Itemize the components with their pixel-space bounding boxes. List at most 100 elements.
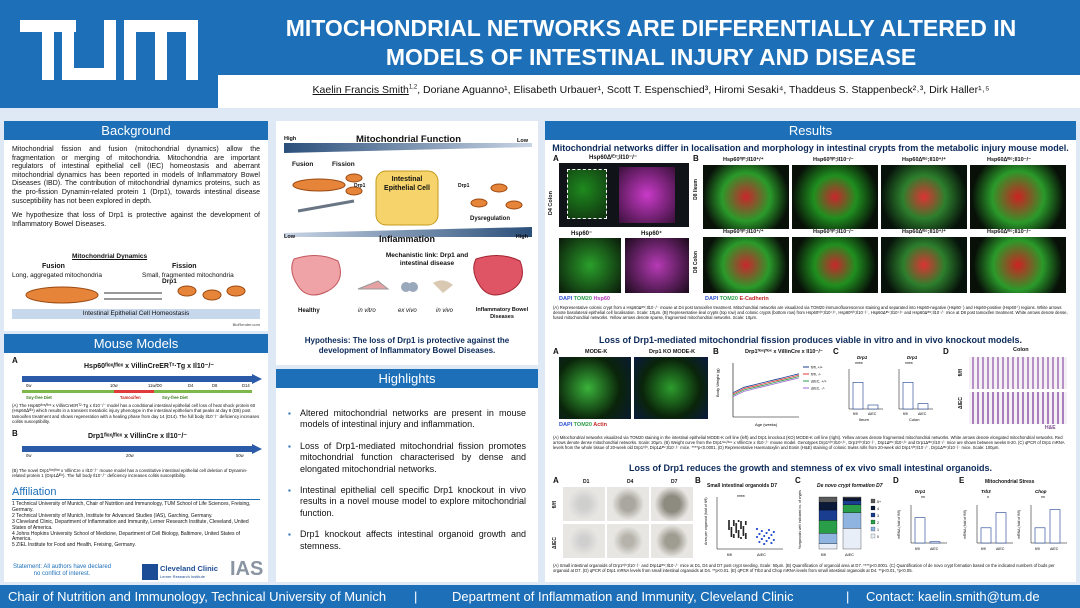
s1-b-colon-2 [792,237,878,293]
drp1-org-y-label: mRNA (fold of fl/fl) [897,510,901,539]
he-flfl-label: fl/fl [958,369,964,377]
affiliation-divider [12,499,260,500]
s1-panel-b: B [693,154,699,163]
low-label-bottom: Low [284,234,295,240]
footer-cleveland: Department of Inflammation and Immunity,… [452,589,794,604]
mitochondria-illustration-icon [12,285,260,319]
organoid-area-chart: Area per organoid (fold of fl/fl) **** fl/… [704,495,783,557]
s1-b-col3-row2: Hsp60ᐃᴵᴱᶜ;Il10⁺/⁺ [902,229,946,235]
hsp60-positive-label: Hsp60⁺ [641,231,663,237]
legend-entry: fl/fl, -/- [811,373,822,377]
area-point-diec [765,540,768,542]
crypt-formation-chart: %organoids with indicated no. of crypts f… [798,490,881,557]
legend-b-ecadherin: E-Cadherin [739,296,769,302]
area-point-flfl [737,536,740,538]
crypt-stack-segment [818,520,838,534]
crypt-stack-segment [842,528,862,550]
s1-b-colon-1 [703,237,789,293]
tum-logo [0,0,218,108]
results-heading: Results [545,121,1076,140]
s2-panel-a: A [553,347,559,356]
poster-footer: Chair of Nutrition and Immunology, Techn… [0,585,1080,608]
crypt-stack-segment [818,533,838,544]
s1-b-colon-3 [881,237,967,293]
crypt-legend-swatch [870,512,876,518]
background-section: Background Mitochondrial fission and fus… [4,121,268,331]
affiliation-3: 3 Cleveland Clinic, Department of Inflam… [12,518,249,531]
presenting-author: Kaelin Francis Smith [312,84,409,96]
cleveland-clinic-logo-icon [142,564,158,580]
legend-hsp60: Hsp60 [593,296,610,302]
s1-b-col4: Hsp60ᐃᴵᴱᶜ;Il10⁻/⁻ [987,157,1031,163]
s1-b-ileum-4 [970,165,1066,229]
area-point-diec [770,534,773,536]
qpcr-title: Drp1 [857,355,868,360]
org-qpcr-bar [1049,509,1061,544]
tick-d4: D4 [188,383,194,388]
area-point-flfl [735,525,738,527]
legend-s2-actin: Actin [593,422,607,428]
org-qpcr-bar [914,517,926,544]
qpcr-bar [902,382,914,410]
area-point-flfl [732,524,735,526]
legend-b-tom20: TOM20 [719,296,738,302]
organoid-flfl-d1 [563,487,605,521]
mito-dynamics-figure: Mitochondrial Dynamics Fusion Fission Lo… [12,253,260,325]
area-point-flfl [728,528,730,530]
area-point-flfl [744,523,747,525]
area-point-flfl [742,532,745,534]
tum-logo-icon [20,20,198,80]
results-section: Results Mitochondrial networks differ in… [545,121,1076,582]
conflict-statement: Statement: All authors have declared no … [12,564,112,577]
area-point-diec [758,541,761,543]
model-b-title: Drp1ᶠˡᵒˣ/ᶠˡᵒˣ x VillinCre x Il10⁻/⁻ [88,433,187,440]
area-point-flfl [735,531,738,533]
dysregulation-label: Dysregulation [470,216,511,222]
in-vitro-label: in vitro [358,308,376,314]
affiliation-list: 1 Technical University of Munich, Chair … [4,501,268,549]
tick-d8: D8 [212,383,218,388]
in-vivo-label: in vivo [436,308,454,314]
cleveland-clinic-name: Cleveland Clinic [160,564,218,573]
legend-entry: ΔIEC, -/- [811,387,826,391]
area-point-diec [768,537,770,539]
s1-b-col4-row2: Hsp60ᐃᴵᴱᶜ;Il10⁻/⁻ [987,229,1031,235]
area-point-diec [756,528,758,530]
s1-a-crypt-image [559,163,689,227]
tick-d14: D14 [242,383,250,388]
s1-a-legend: DAPI TOM20 Hsp60 [559,296,610,302]
qpcr-category: fl/fl [853,412,858,416]
legend-s2-dapi: DAPI [559,422,573,428]
x-axis-label: Age (weeks) [755,422,778,427]
stress-y-label-1: mRNA (fold of fl/fl) [963,510,967,539]
qpcr-bar [867,404,879,410]
area-point-flfl [742,534,745,536]
qpcr-sig: **** [905,362,913,368]
poster-title: MITOCHONDRIAL NETWORKS ARE DIFFERENTIALL… [222,14,1080,72]
mito-stress-chart: mRNA (fold of fl/fl) Trb3 * fl/fl ΔIEC mRNA (… [963,489,1067,551]
area-point-diec [763,543,766,545]
d8-ileum-label: D8 Ileum [693,179,699,200]
low-label-top: Low [517,138,528,144]
area-cat-flfl: fl/fl [727,553,732,557]
crypt-legend-entry: 5+ [877,500,881,504]
presenter-affiliation: 1,2 [408,84,418,91]
area-point-flfl [732,536,735,538]
qpcr-category: fl/fl [903,412,908,416]
crypt-legend-swatch [870,505,876,511]
area-point-flfl [737,534,740,536]
drp1-label: Drp1 [162,278,177,285]
co-authors: , Doriane Aguanno¹, Elisabeth Urbauer¹, … [417,84,990,96]
s1-b-col2-row2: Hsp60ᶠˡ/ᶠˡ;Il10⁻/⁻ [813,229,854,235]
footer-tum: Chair of Nutrition and Immunology, Techn… [8,589,387,604]
poster-header: MITOCHONDRIAL NETWORKS ARE DIFFERENTIALL… [0,0,1080,108]
legend-entry: ΔIEC, +/+ [811,380,827,384]
lerner-institute-name: Lerner Research Institute [160,574,205,579]
org-qpcr-sig: ** [1041,496,1045,502]
modek-image [559,357,631,419]
area-point-flfl [742,530,745,532]
drp1-ko-modek-image [634,357,708,419]
area-sig: **** [737,495,745,501]
legend-tom20: TOM20 [573,296,592,302]
s2-a-legend: DAPI TOM20 Actin [559,422,607,428]
